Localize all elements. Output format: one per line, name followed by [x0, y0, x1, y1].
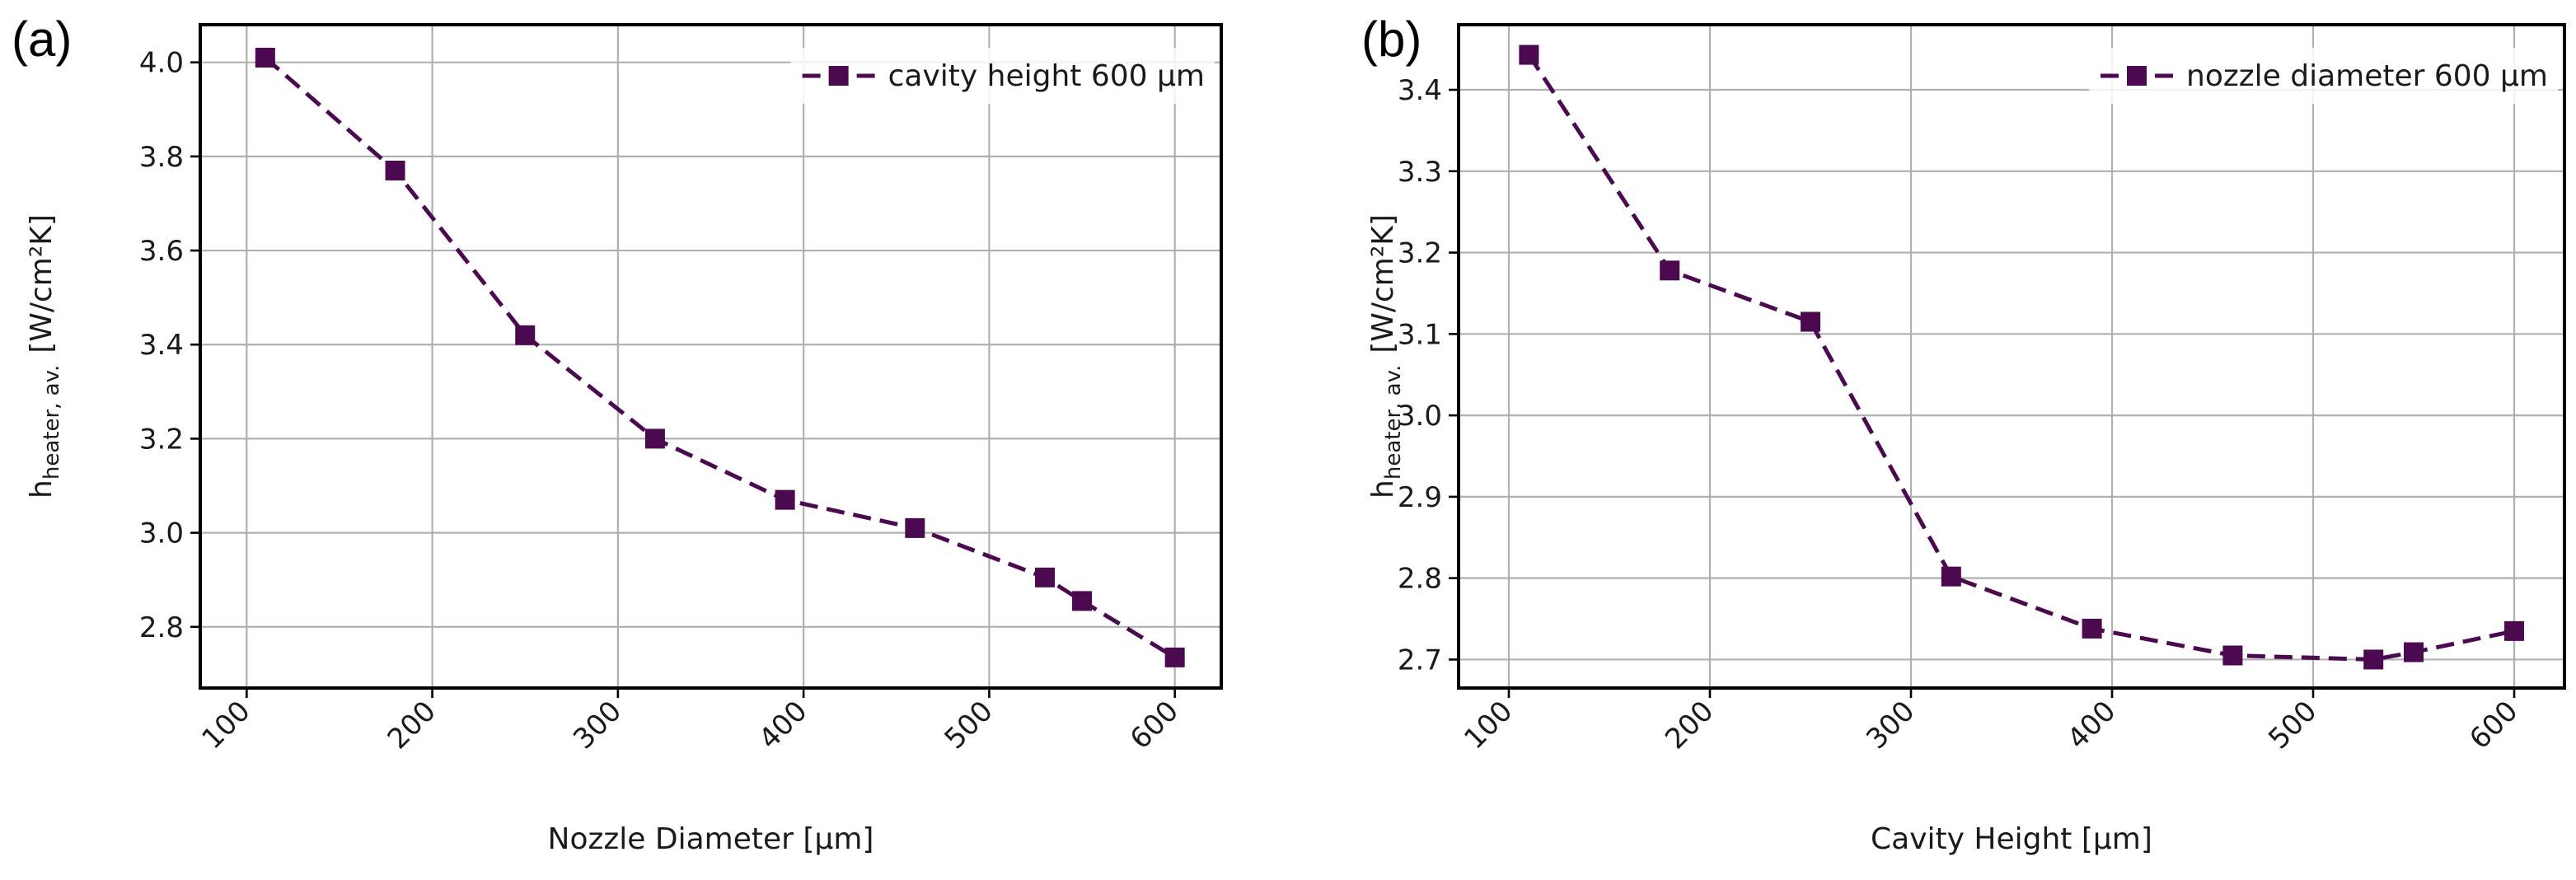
y-tick-label: 3.0: [1398, 400, 1442, 433]
legend-label: nozzle diameter 600 μm: [2186, 59, 2548, 93]
x-tick-label: 600: [1124, 695, 1185, 756]
y-axis-label-unit: [W/cm²K]: [1366, 214, 1400, 353]
legend: cavity height 600 μm: [790, 48, 1215, 104]
data-point-marker: [1519, 44, 1539, 65]
y-tick-label: 3.2: [1398, 237, 1442, 270]
x-axis-label: Nozzle Diameter [μm]: [548, 822, 874, 856]
y-tick-label: 2.7: [1398, 644, 1442, 676]
y-tick-label: 2.8: [1398, 563, 1442, 596]
axes-frame: [1457, 23, 2566, 690]
x-tick-label: 600: [2463, 695, 2524, 756]
legend-box: [790, 48, 1215, 104]
axes-frame: [199, 23, 1223, 690]
y-axis-label-base: h: [25, 480, 59, 499]
data-point-marker: [2504, 620, 2524, 641]
panel-label: (a): [12, 12, 72, 67]
y-tick-label: 3.6: [139, 235, 184, 268]
legend-label: cavity height 600 μm: [888, 59, 1205, 93]
y-tick-label: 2.9: [1398, 481, 1442, 514]
y-tick-label: 3.3: [1398, 156, 1442, 189]
data-point-marker: [905, 517, 925, 538]
y-tick-label: 3.4: [139, 329, 184, 362]
data-point-marker: [644, 428, 665, 449]
x-tick-label: 300: [1860, 695, 1921, 756]
y-tick-label: 4.0: [139, 47, 184, 80]
x-tick-label: 500: [2262, 695, 2323, 756]
data-point-marker: [385, 160, 405, 180]
y-axis-label: hheater, av. [W/cm²K]: [1366, 214, 1406, 499]
panel-a: 100 200 300 400 500 600 2.8 3.0 3.2 3.4 3.6 3.8 4.0 c…: [12, 12, 1223, 856]
y-tick-label: 3.8: [139, 141, 184, 174]
legend-box: [2089, 48, 2558, 104]
y-tick-label: 2.8: [139, 611, 184, 644]
data-point-marker: [1660, 260, 1680, 281]
x-tick-label: 400: [2061, 695, 2122, 756]
panel-b: 100 200 300 400 500 600 2.7 2.8 2.9 3.0 3.1 3.2 3.3 3…: [1361, 12, 2566, 856]
data-point-marker: [255, 47, 275, 68]
legend-marker-sample: [2127, 66, 2147, 86]
y-tick-label: 3.1: [1398, 318, 1442, 351]
y-axis-label-subscript: heater, av.: [1381, 365, 1406, 480]
data-point-marker: [1801, 311, 1820, 332]
x-tick-label: 400: [752, 695, 813, 756]
data-point-marker: [775, 489, 795, 510]
data-point-marker: [1072, 591, 1093, 611]
y-axis-label-subscript: heater, av.: [40, 365, 64, 480]
y-axis-label-unit: [W/cm²K]: [25, 214, 59, 353]
data-point-marker: [2404, 642, 2424, 662]
data-point-marker: [2082, 618, 2102, 639]
x-tick-label: 200: [382, 695, 443, 756]
data-point-marker: [2363, 649, 2384, 670]
y-tick-label: 3.0: [139, 517, 184, 550]
y-tick-label: 3.2: [139, 423, 184, 456]
data-point-marker: [1941, 566, 1961, 587]
x-tick-label: 500: [939, 695, 1000, 756]
series-line: [264, 56, 1176, 660]
x-tick-label: 100: [1458, 695, 1519, 756]
x-tick-label: 200: [1659, 695, 1720, 756]
data-point-marker: [2222, 645, 2243, 666]
panel-label: (b): [1361, 12, 1421, 67]
legend-marker-sample: [828, 66, 849, 86]
data-point-marker: [1034, 567, 1055, 587]
y-axis-label-base: h: [1366, 480, 1400, 499]
x-tick-label: 100: [196, 695, 257, 756]
y-tick-label: 3.4: [1398, 74, 1442, 107]
data-point-marker: [515, 325, 536, 345]
data-point-marker: [1164, 647, 1185, 667]
series-line: [1527, 54, 2515, 662]
x-axis-label: Cavity Height [μm]: [1871, 822, 2152, 856]
y-axis-label: hheater, av. [W/cm²K]: [25, 214, 64, 499]
x-tick-label: 300: [567, 695, 628, 756]
legend: nozzle diameter 600 μm: [2089, 48, 2558, 104]
